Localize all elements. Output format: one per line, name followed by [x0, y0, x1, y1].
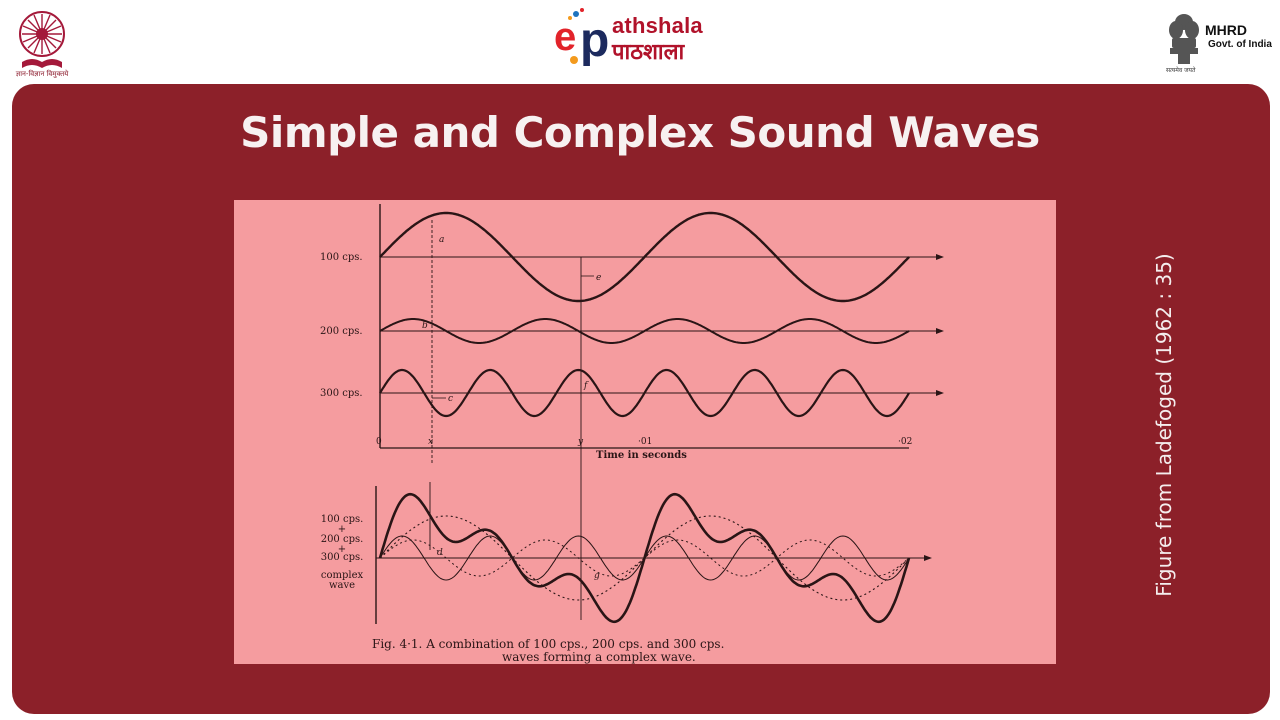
waveform-figure: 100 cps. 200 cps. 300 cps. 100 cps. + 20…	[234, 200, 1056, 664]
arrow-200cps	[936, 328, 944, 334]
complex-label-line-3: 200 cps.	[321, 534, 364, 545]
complex-label-line-6: complex	[321, 570, 364, 581]
point-label-e: e	[596, 273, 601, 283]
epathshala-wordmark-en: athshala	[612, 13, 703, 38]
arrow-100cps	[936, 254, 944, 260]
epathshala-logo: e p	[554, 8, 609, 67]
wave-100cps	[379, 211, 910, 303]
time-axis-label: Time in seconds	[596, 450, 687, 461]
wave-200cps	[379, 318, 910, 344]
point-label-d: d	[437, 548, 443, 558]
epathshala-wordmark-hi: पाठशाला	[612, 40, 685, 65]
svg-text:e: e	[554, 15, 576, 59]
complex-wave	[378, 492, 911, 624]
time-tick-0: 0	[376, 437, 382, 447]
time-tick-02: ·02	[898, 437, 912, 447]
figure-source-caption: Figure from Ladefoged (1962 : 35)	[1152, 253, 1176, 597]
figure-caption-line-2: waves forming a complex wave.	[502, 650, 696, 664]
label-100cps: 100 cps.	[320, 252, 363, 263]
label-200cps: 200 cps.	[320, 326, 363, 337]
figure-caption-line-1: Fig. 4·1. A combination of 100 cps., 200…	[372, 637, 724, 651]
component-200cps	[379, 539, 910, 577]
wave-300cps	[379, 368, 910, 418]
point-label-b: b	[422, 321, 428, 331]
point-label-c: c	[448, 394, 453, 404]
label-300cps: 300 cps.	[320, 388, 363, 399]
complex-label-line-1: 100 cps.	[321, 514, 364, 525]
slide-title: Simple and Complex Sound Waves	[240, 108, 1040, 157]
time-tick-x: x	[428, 437, 433, 447]
page-header: ज्ञान-विज्ञान विमुक्तये e p athshala पाठ…	[0, 0, 1280, 84]
complex-label-line-2: +	[338, 524, 346, 535]
ugc-logo	[19, 11, 65, 68]
ugc-caption: ज्ञान-विज्ञान विमुक्तये	[15, 70, 69, 78]
arrow-complex	[924, 555, 932, 561]
complex-label-line-4: +	[338, 544, 346, 555]
time-tick-01: ·01	[638, 437, 652, 447]
time-tick-y: y	[577, 437, 584, 447]
arrow-300cps	[936, 390, 944, 396]
mhrd-subtitle: Govt. of India	[1208, 39, 1272, 50]
point-label-f: f	[583, 381, 589, 391]
waveform-diagram: 100 cps. 200 cps. 300 cps. 100 cps. + 20…	[320, 204, 944, 664]
complex-label-line-5: 300 cps.	[321, 552, 364, 563]
svg-text:p: p	[580, 14, 609, 67]
national-emblem-icon	[1169, 14, 1199, 64]
mhrd-motto: सत्यमेव जयते	[1166, 67, 1196, 74]
point-label-g: g	[594, 571, 600, 581]
mhrd-title: MHRD	[1205, 22, 1247, 38]
complex-label-line-7: wave	[329, 580, 355, 591]
point-label-a: a	[439, 235, 444, 245]
waves-layer	[375, 204, 944, 624]
